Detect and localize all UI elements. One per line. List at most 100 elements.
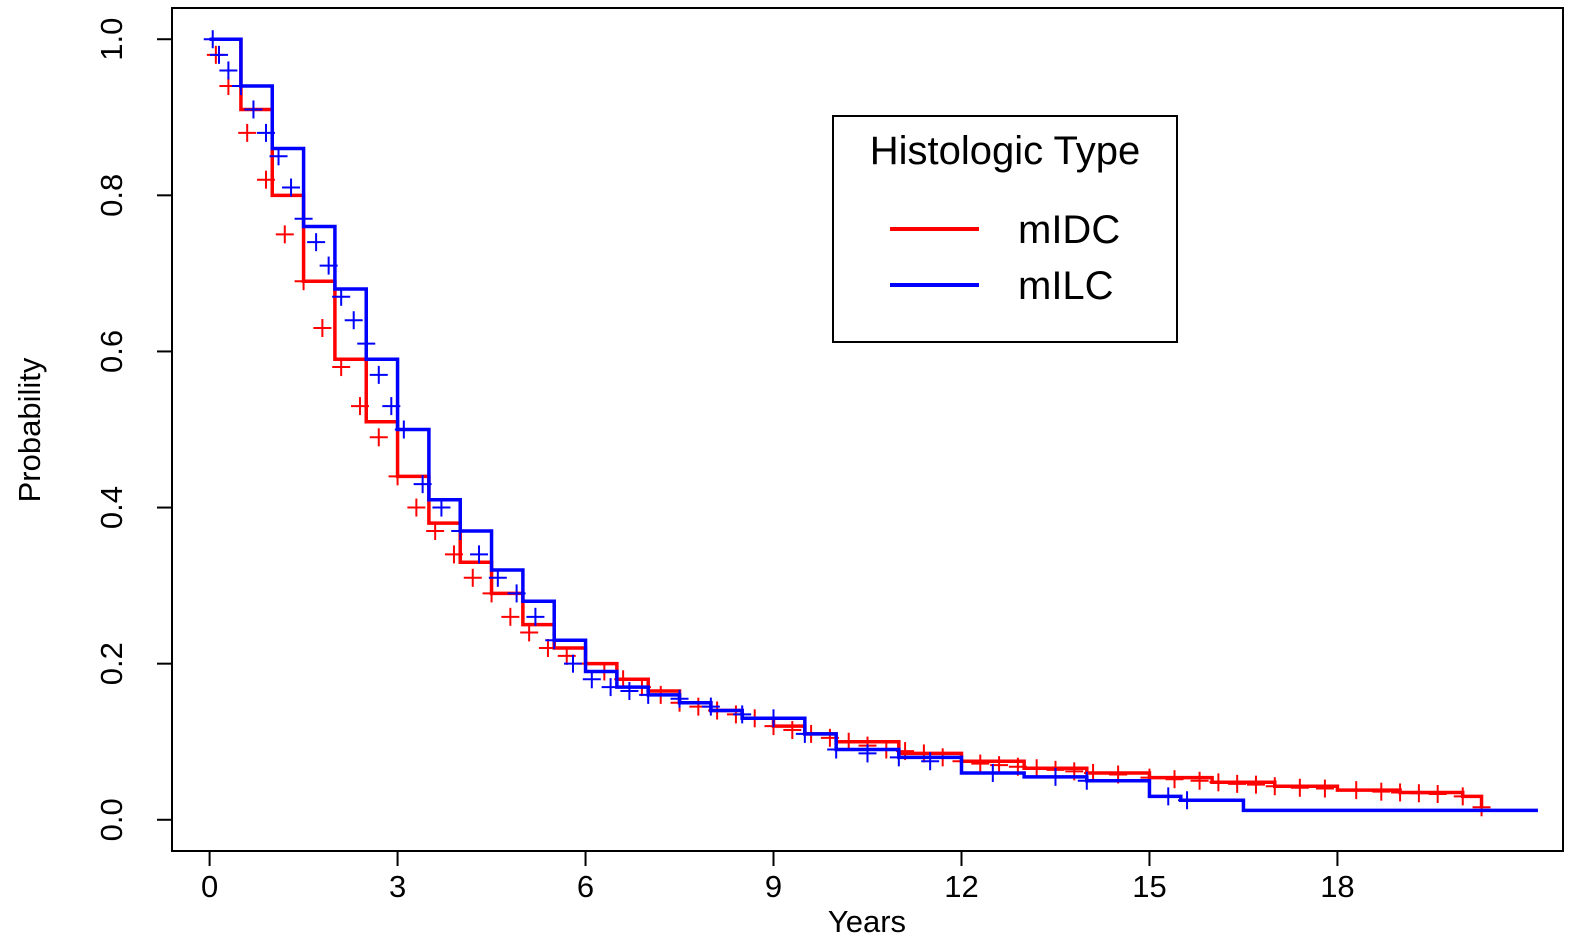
series-layer <box>203 30 1538 817</box>
legend-label-midc: mIDC <box>1018 208 1120 252</box>
x-axis-title: Years <box>828 904 906 939</box>
y-tick-label: 0.2 <box>94 642 129 685</box>
censor-mark <box>1077 771 1096 790</box>
censor-mark <box>1165 770 1184 789</box>
censor-mark <box>839 732 858 751</box>
censor-mark <box>432 498 451 517</box>
censor-mark <box>209 45 228 64</box>
censor-mark <box>231 77 250 96</box>
censor-mark <box>269 147 288 166</box>
censor-mark <box>294 272 313 291</box>
censor-mark <box>1190 771 1209 790</box>
censor-mark <box>413 475 432 494</box>
censor-mark <box>294 209 313 228</box>
censor-mark <box>1228 774 1247 793</box>
x-tick-label: 15 <box>1132 869 1166 904</box>
censor-mark <box>394 420 413 439</box>
censor-mark <box>357 334 376 353</box>
censor-mark <box>983 763 1002 782</box>
censor-mark <box>858 744 877 763</box>
y-tick-label: 0.4 <box>94 486 129 529</box>
censor-mark <box>601 678 620 697</box>
censor-mark <box>238 123 257 142</box>
censor-mark <box>407 498 426 517</box>
censor-mark <box>1246 775 1265 794</box>
censor-mark <box>545 631 564 650</box>
censor-mark <box>1472 798 1491 817</box>
y-axis: 0.0 0.2 0.4 0.6 0.8 1.0 <box>94 18 173 841</box>
legend: Histologic Type mIDC mILC <box>832 115 1178 343</box>
censor-mark <box>795 724 814 743</box>
censor-mark <box>639 685 658 704</box>
censor-mark <box>256 123 275 142</box>
censor-mark <box>921 752 940 771</box>
censor-mark <box>369 365 388 384</box>
y-tick-label: 0.6 <box>94 330 129 373</box>
censor-mark <box>1315 779 1334 798</box>
y-axis-title: Probability <box>12 357 47 502</box>
censor-mark <box>275 225 294 244</box>
censor-mark <box>889 748 908 767</box>
censor-mark <box>520 623 539 642</box>
x-tick-label: 9 <box>765 869 782 904</box>
x-tick-label: 6 <box>577 869 594 904</box>
censor-mark <box>256 170 275 189</box>
censor-mark <box>1347 781 1366 800</box>
censor-mark <box>307 233 326 252</box>
censor-mark <box>1290 778 1309 797</box>
censor-mark <box>282 178 301 197</box>
censor-mark <box>1453 787 1472 806</box>
censor-mark <box>701 697 720 716</box>
censor-mark <box>319 256 338 275</box>
x-tick-label: 18 <box>1320 869 1354 904</box>
censor-mark <box>733 705 752 724</box>
censor-mark <box>332 358 351 377</box>
censor-mark <box>1178 791 1197 810</box>
censor-mark <box>827 740 846 759</box>
x-tick-label: 0 <box>201 869 218 904</box>
censor-mark <box>1409 784 1428 803</box>
censor-mark <box>451 521 470 540</box>
censor-mark <box>344 311 363 330</box>
censor-mark <box>670 689 689 708</box>
censor-mark <box>501 607 520 626</box>
censor-mark <box>488 568 507 587</box>
censor-mark <box>463 568 482 587</box>
censor-mark <box>1391 783 1410 802</box>
legend-title: Histologic Type <box>870 129 1141 173</box>
censor-mark <box>426 521 445 540</box>
censor-mark <box>244 100 263 119</box>
censor-mark <box>470 545 489 564</box>
censor-mark <box>332 287 351 306</box>
legend-label-milc: mILC <box>1018 264 1114 308</box>
x-tick-label: 3 <box>389 869 406 904</box>
censor-mark <box>1027 759 1046 778</box>
censor-mark <box>444 545 463 564</box>
series-milc <box>203 30 1538 813</box>
censor-mark <box>313 319 332 338</box>
censor-mark <box>620 681 639 700</box>
y-tick-label: 0.0 <box>94 798 129 841</box>
censor-mark <box>369 428 388 447</box>
censor-mark <box>219 61 238 80</box>
censor-mark <box>1209 773 1228 792</box>
censor-mark <box>1265 777 1284 796</box>
censor-mark <box>382 397 401 416</box>
censor-mark <box>1159 787 1178 806</box>
censor-mark <box>350 397 369 416</box>
x-tick-label: 12 <box>944 869 978 904</box>
censor-mark <box>971 754 990 773</box>
censor-mark <box>764 709 783 728</box>
censor-mark <box>203 30 222 49</box>
censor-mark <box>1046 767 1065 786</box>
x-axis: 0 3 6 9 12 15 18 <box>201 850 1355 904</box>
censor-mark <box>1372 782 1391 801</box>
y-tick-label: 0.8 <box>94 174 129 217</box>
censor-mark <box>564 654 583 673</box>
censor-mark <box>482 584 501 603</box>
censor-mark <box>526 607 545 626</box>
censor-mark <box>507 584 526 603</box>
y-tick-label: 1.0 <box>94 18 129 61</box>
censor-mark <box>783 721 802 740</box>
